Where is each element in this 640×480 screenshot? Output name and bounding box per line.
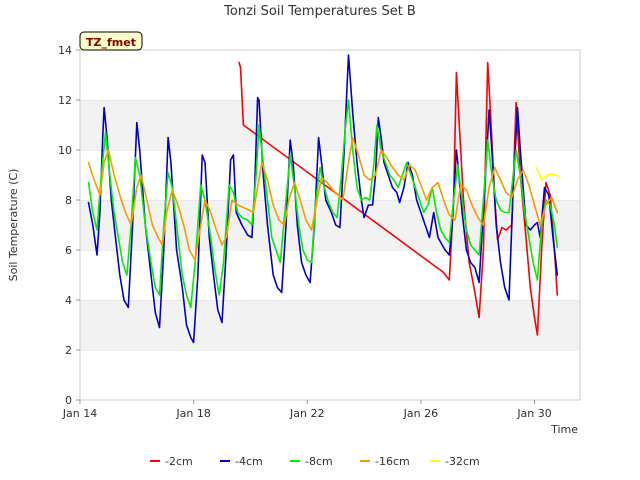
legend-label: -32cm [445,455,480,468]
series-line-8cmcm [87,99,559,309]
x-tick-label: Jan 18 [175,407,210,420]
chart-title: Tonzi Soil Temperatures Set B [223,4,416,19]
y-tick-label: 8 [65,194,72,207]
source-badge: TZ_fmet [79,31,143,51]
y-tick-label: 10 [58,144,72,157]
x-tick-label: Jan 22 [289,407,324,420]
grid-band [80,300,580,350]
x-axis: Jan 14 Jan 18 Jan 22 Jan 26 Jan 30 [62,400,552,420]
legend-label: -2cm [165,455,193,468]
legend: -2cm -4cm -8cm -16cm -32cm [150,455,480,468]
x-axis-title: Time [550,423,578,436]
series-layer [87,54,560,344]
grid-band [80,150,580,200]
plot-border [79,49,581,401]
y-tick-label: 12 [58,94,72,107]
series-line-32cmcm [535,166,560,181]
legend-label: -16cm [375,455,410,468]
y-tick-label: 14 [58,44,72,57]
badge-label: TZ_fmet [86,36,136,49]
badge-box [79,31,143,51]
grid-bands [80,49,580,400]
y-tick-label: 0 [65,394,72,407]
grid-band [80,50,580,100]
y-tick-label: 2 [65,344,72,357]
series-line-16cmcm [87,136,559,261]
grid-band [80,350,580,400]
x-tick-label: Jan 26 [403,407,438,420]
y-tick-label: 4 [65,294,72,307]
plot-frame [79,49,581,401]
legend-label: -8cm [305,455,333,468]
x-tick-label: Jan 30 [516,407,551,420]
series-line-4cmcm [87,54,559,344]
legend-label: -4cm [235,455,263,468]
y-axis-title: Soil Temperature (C) [7,169,20,282]
grid-band [80,100,580,150]
grid-band [80,250,580,300]
x-tick-label: Jan 14 [62,407,97,420]
y-axis: 0 2 4 6 8 10 12 14 [58,44,80,407]
y-tick-label: 6 [65,244,72,257]
